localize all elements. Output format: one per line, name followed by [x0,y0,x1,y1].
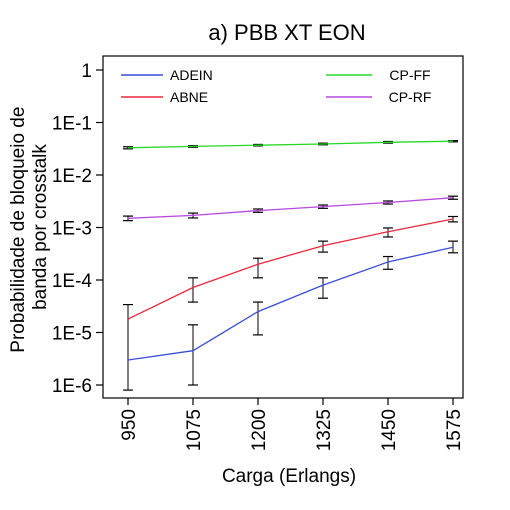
legend-label: CP-RF [389,89,432,105]
y-tick-label: 1E-2 [52,166,92,187]
legend-label: CP-FF [389,67,430,83]
y-tick-label: 1 [81,61,92,82]
series-adein [123,240,458,391]
x-tick-label: 1075 [184,409,205,451]
x-tick-label: 950 [119,409,140,441]
series-line-adein [127,246,454,361]
y-axis-label-line-2: banda por crosstalk [30,144,51,310]
y-tick-label: 1E-1 [52,114,92,135]
series-line-cp-rf [127,197,454,219]
series-layer [123,140,458,391]
x-axis: 950 1075 1200 1325 1450 1575 [119,398,465,451]
x-tick-label: 1450 [379,409,400,451]
legend-label: ADEIN [170,67,213,83]
x-tick-label: 1325 [314,409,335,451]
series-cp-rf [123,195,458,222]
series-abne [127,215,458,320]
y-tick-label: 1E-3 [52,219,92,240]
y-tick-label: 1E-6 [52,376,92,397]
y-tick-label: 1E-5 [52,324,92,345]
legend-label: ABNE [170,89,208,105]
series-line-cp-ff [127,140,454,149]
y-axis-label-line-1: Probabilidade de bloqueio de [8,107,29,353]
x-tick-label: 1575 [444,409,465,451]
legend: ADEIN ABNE CP-FF CP-RF [121,67,431,105]
y-axis: 1 1E-1 1E-2 1E-3 1E-4 1E-5 1E-6 [52,61,103,397]
chart-title: a) PBB XT EON [208,20,365,45]
series-line-abne [127,218,454,320]
legend-item-adein: ADEIN [121,67,213,83]
legend-item-cp-ff: CP-FF [326,67,431,83]
x-axis-label: Carga (Erlangs) [222,466,356,487]
series-cp-ff [123,140,458,150]
y-tick-label: 1E-4 [52,271,93,292]
y-axis-label: Probabilidade de bloqueio de banda por c… [8,101,51,352]
legend-item-cp-rf: CP-RF [326,89,431,105]
legend-item-abne: ABNE [121,89,208,105]
x-tick-label: 1200 [249,409,270,451]
